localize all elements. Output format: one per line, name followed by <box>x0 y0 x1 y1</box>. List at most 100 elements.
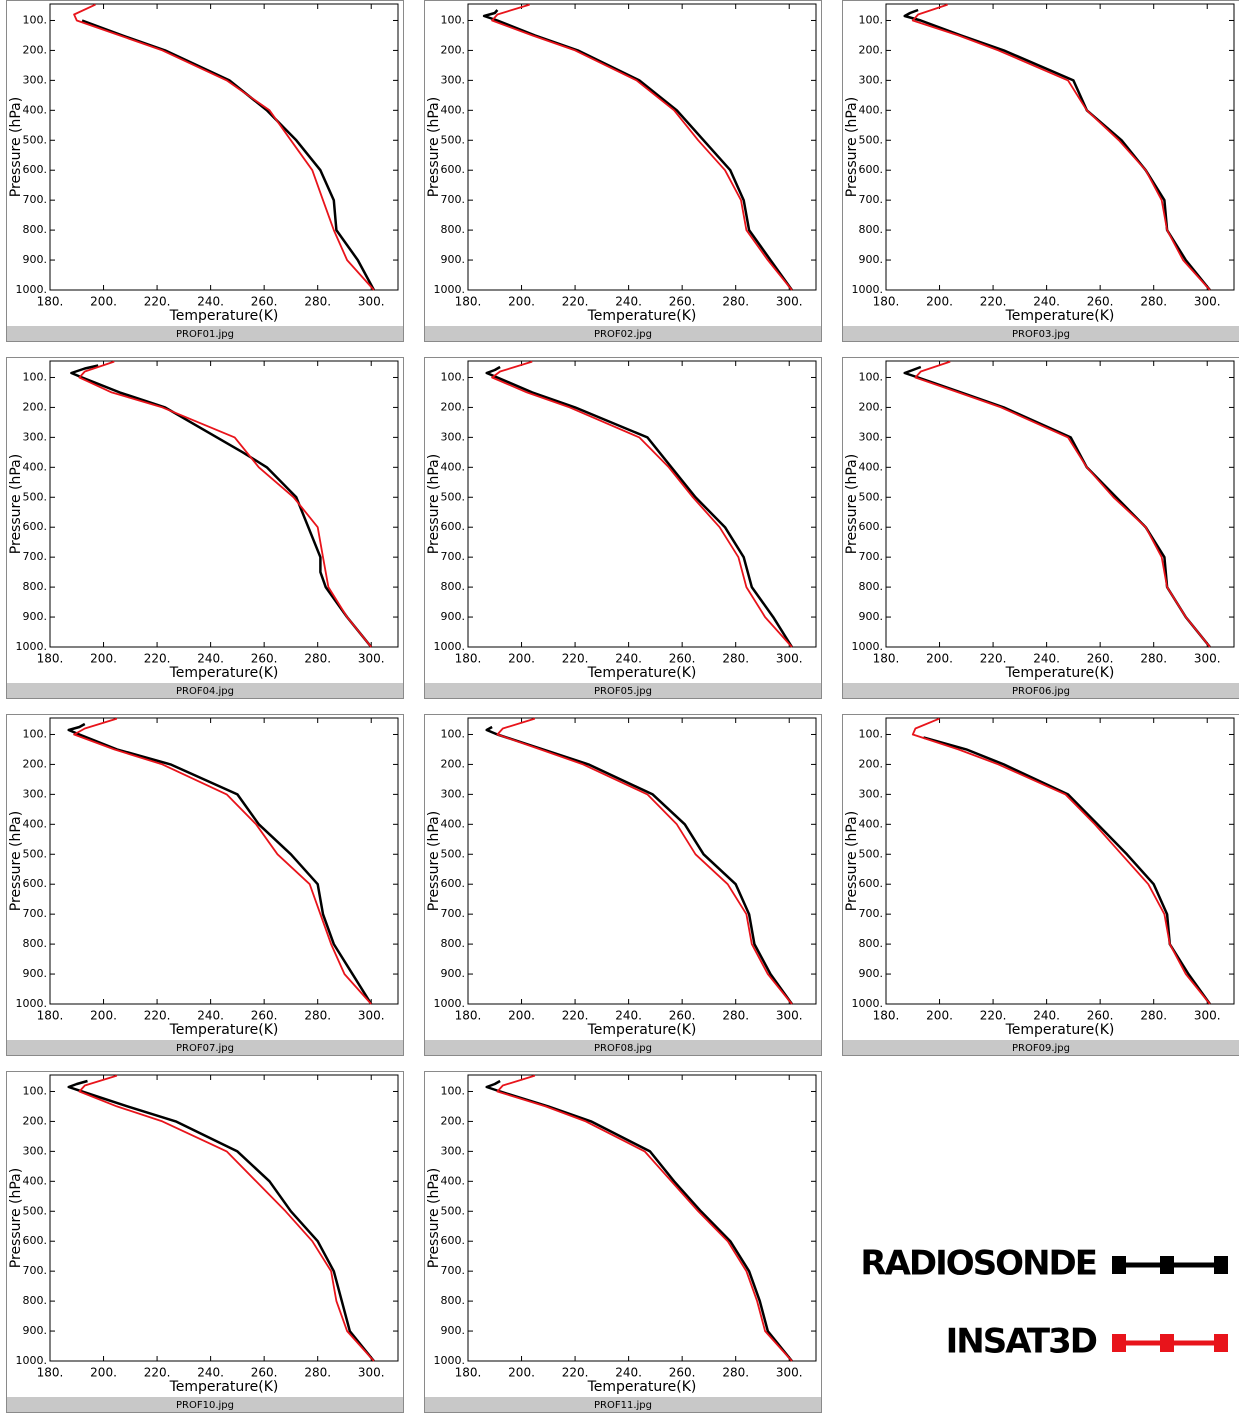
y-tick-label: 900. <box>23 253 48 266</box>
y-tick-label: 1000. <box>16 640 48 653</box>
x-tick-label: 180. <box>37 652 64 666</box>
x-tick-label: 240. <box>1033 295 1060 309</box>
panel-frame <box>6 0 404 342</box>
legend-label: RADIOSONDE <box>860 1244 1096 1284</box>
profile-line <box>67 722 373 1005</box>
legend: RADIOSONDE INSAT3D <box>860 1244 1228 1362</box>
y-tick-label: 1000. <box>852 283 884 296</box>
y-axis-title: Pressure (hPa) <box>8 811 24 911</box>
y-tick-label: 400. <box>23 1174 48 1187</box>
plot-area <box>49 1074 399 1362</box>
caption-bar <box>843 326 1239 341</box>
x-axis-title: Temperature(K) <box>169 308 279 324</box>
x-tick-label: 300. <box>1194 295 1221 309</box>
x-tick-label: 300. <box>358 295 385 309</box>
y-tick-label: 700. <box>859 550 884 563</box>
panel-frame <box>6 1071 404 1413</box>
x-tick-label: 260. <box>669 652 696 666</box>
plot-area <box>467 3 817 291</box>
y-tick-label: 500. <box>23 1204 48 1217</box>
panel-frame <box>842 714 1239 1056</box>
x-tick-label: 180. <box>37 1009 64 1023</box>
legend-marker <box>1112 1256 1126 1274</box>
x-tick-label: 200. <box>926 1009 953 1023</box>
y-tick-label: 800. <box>441 937 466 950</box>
x-tick-label: 220. <box>144 1366 171 1380</box>
x-tick-label: 200. <box>90 295 117 309</box>
profile-line <box>67 1079 375 1362</box>
y-tick-label: 300. <box>23 73 48 86</box>
y-tick-label: 800. <box>23 580 48 593</box>
y-tick-label: 400. <box>859 103 884 116</box>
x-tick-label: 280. <box>304 1366 331 1380</box>
profile-line <box>73 3 375 291</box>
y-tick-label: 1000. <box>852 997 884 1010</box>
caption-bar <box>7 683 403 698</box>
plot-area <box>467 360 817 648</box>
y-tick-label: 600. <box>441 520 466 533</box>
x-tick-label: 220. <box>562 1009 589 1023</box>
y-tick-label: 100. <box>23 727 48 740</box>
x-tick-label: 240. <box>197 652 224 666</box>
y-tick-label: 800. <box>441 1294 466 1307</box>
caption: PROF11.jpg <box>594 1400 652 1411</box>
x-axis-title: Temperature(K) <box>169 1379 279 1395</box>
x-tick-label: 200. <box>90 1366 117 1380</box>
y-tick-label: 500. <box>23 847 48 860</box>
y-tick-label: 400. <box>441 1174 466 1187</box>
x-tick-label: 200. <box>926 652 953 666</box>
y-tick-label: 200. <box>23 757 48 770</box>
x-tick-label: 260. <box>251 1009 278 1023</box>
panel: 180. 200. 220. 240. 260. 280. 300. 100. 200. 300.… <box>424 357 822 699</box>
profile-line <box>485 1079 793 1362</box>
y-tick-label: 900. <box>441 610 466 623</box>
x-tick-label: 220. <box>562 295 589 309</box>
y-tick-label: 800. <box>23 223 48 236</box>
y-tick-label: 800. <box>23 937 48 950</box>
x-tick-label: 180. <box>455 295 482 309</box>
panel: 180. 200. 220. 240. 260. 280. 300. 100. 200. 300.… <box>842 357 1239 699</box>
panel: 180. 200. 220. 240. 260. 280. 300. 100. 200. 300.… <box>424 714 822 1056</box>
y-tick-label: 500. <box>441 1204 466 1217</box>
x-tick-label: 240. <box>197 1366 224 1380</box>
x-tick-label: 260. <box>1087 652 1114 666</box>
x-tick-label: 220. <box>144 1009 171 1023</box>
x-tick-label: 260. <box>669 1366 696 1380</box>
y-tick-label: 600. <box>859 163 884 176</box>
y-tick-label: 100. <box>23 370 48 383</box>
x-tick-label: 220. <box>144 652 171 666</box>
y-tick-label: 600. <box>859 520 884 533</box>
panel: 180. 200. 220. 240. 260. 280. 300. 100. 200. 300.… <box>6 1071 404 1413</box>
y-tick-label: 700. <box>23 550 48 563</box>
y-axis-title: Pressure (hPa) <box>844 97 860 197</box>
x-tick-label: 200. <box>926 295 953 309</box>
x-tick-label: 260. <box>1087 295 1114 309</box>
y-tick-label: 700. <box>23 907 48 920</box>
x-tick-label: 240. <box>1033 1009 1060 1023</box>
panel: 180. 200. 220. 240. 260. 280. 300. 100. 200. 300.… <box>6 357 404 699</box>
y-tick-label: 500. <box>441 490 466 503</box>
caption-bar <box>7 1397 403 1412</box>
y-tick-label: 100. <box>441 13 466 26</box>
caption: PROF01.jpg <box>176 329 234 340</box>
panel: 180. 200. 220. 240. 260. 280. 300. 100. 200. 300.… <box>842 0 1239 342</box>
x-tick-label: 200. <box>508 295 535 309</box>
x-tick-label: 300. <box>358 652 385 666</box>
x-tick-label: 280. <box>722 652 749 666</box>
plot-area <box>885 3 1235 291</box>
y-tick-label: 200. <box>441 1114 466 1127</box>
y-tick-label: 700. <box>441 550 466 563</box>
x-axis-title: Temperature(K) <box>169 1022 279 1038</box>
y-tick-label: 300. <box>859 787 884 800</box>
x-tick-label: 200. <box>90 1009 117 1023</box>
panel-frame <box>842 357 1239 699</box>
y-tick-label: 900. <box>441 967 466 980</box>
caption-bar <box>843 683 1239 698</box>
plot-area <box>49 360 399 648</box>
x-axis-title: Temperature(K) <box>587 665 697 681</box>
y-tick-label: 100. <box>859 727 884 740</box>
y-tick-label: 700. <box>23 1264 48 1277</box>
panel: 180. 200. 220. 240. 260. 280. 300. 100. 200. 300.… <box>424 1071 822 1413</box>
caption-bar <box>425 683 821 698</box>
x-axis-title: Temperature(K) <box>169 665 279 681</box>
